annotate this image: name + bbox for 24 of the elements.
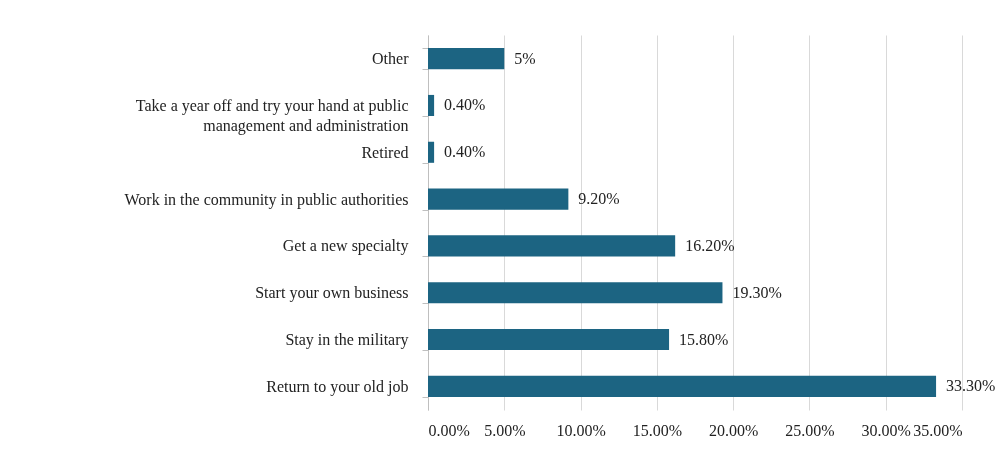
x-tick-label: 20.00% xyxy=(708,421,759,439)
x-tick-label: 35.00% xyxy=(913,421,963,439)
y-tick-label: Get a new specialty xyxy=(282,237,409,256)
x-tick-label: 0.00% xyxy=(428,421,470,439)
y-tick-label: Start your own business xyxy=(255,284,409,303)
data-label: 5% xyxy=(514,49,536,67)
x-tick-label: 25.00% xyxy=(785,421,835,439)
data-label: 19.30% xyxy=(732,283,782,301)
x-tick-label: 5.00% xyxy=(484,421,526,439)
data-label: 15.80% xyxy=(679,330,729,348)
x-tick-label: 15.00% xyxy=(632,421,683,439)
x-tick-label: 30.00% xyxy=(861,421,911,439)
data-label: 16.20% xyxy=(685,236,735,254)
y-tick-label: Other xyxy=(372,50,410,68)
y-tick-label: Return to your old job xyxy=(266,377,409,396)
data-label: 9.20% xyxy=(578,190,620,208)
x-tick-label: 10.00% xyxy=(556,421,606,439)
data-label: 0.40% xyxy=(444,96,486,114)
data-label: 0.40% xyxy=(444,143,486,161)
data-label: 33.30% xyxy=(946,377,996,395)
y-tick-label: Work in the community in public authorities xyxy=(124,190,409,209)
y-tick-label: Take a year off and try your hand at public management and administration xyxy=(135,96,409,135)
y-tick-label: Stay in the military xyxy=(285,331,409,350)
y-tick-label: Retired xyxy=(361,143,409,161)
